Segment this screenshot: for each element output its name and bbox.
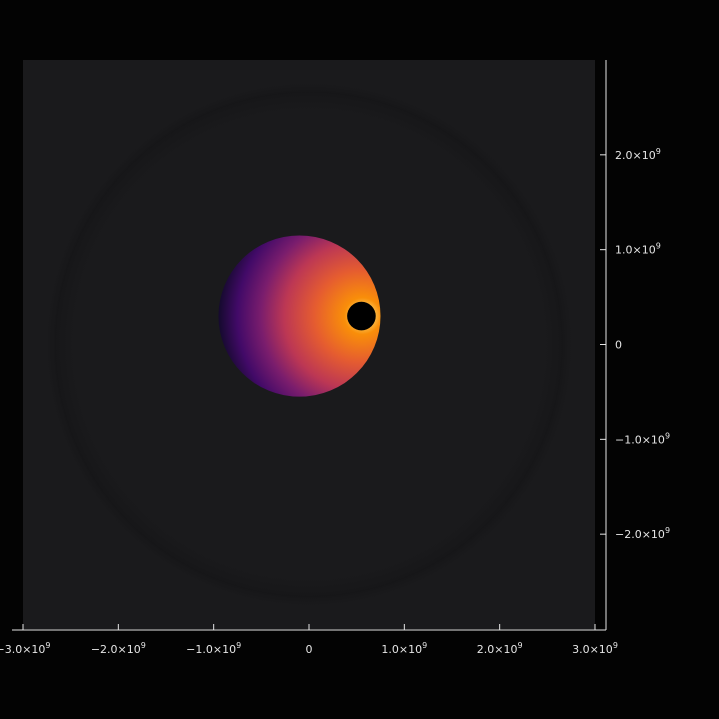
x-tick-label: −2.0×109	[91, 641, 146, 656]
x-tick-label: 3.0×109	[572, 641, 618, 656]
x-tick-label: −1.0×109	[186, 641, 241, 656]
y-tick-label: 2.0×109	[615, 147, 661, 162]
emission-glow	[218, 235, 381, 397]
x-tick-label: 1.0×109	[381, 641, 427, 656]
x-tick-label: 2.0×109	[477, 641, 523, 656]
y-axis: 2.0×109 1.0×109 0 −1.0×109 −2.0×109	[600, 60, 670, 630]
y-tick-label: −1.0×109	[615, 431, 670, 446]
x-axis: −3.0×109 −2.0×109 −1.0×109 0 1.0×109 2.0×109 3…	[0, 624, 618, 656]
y-tick-label: 0	[615, 339, 622, 352]
x-tick-label: 0	[306, 643, 313, 656]
x-tick-label: −3.0×109	[0, 641, 51, 656]
y-tick-label: −2.0×109	[615, 526, 670, 541]
y-tick-label: 1.0×109	[615, 242, 661, 257]
occluding-disk	[347, 301, 376, 331]
